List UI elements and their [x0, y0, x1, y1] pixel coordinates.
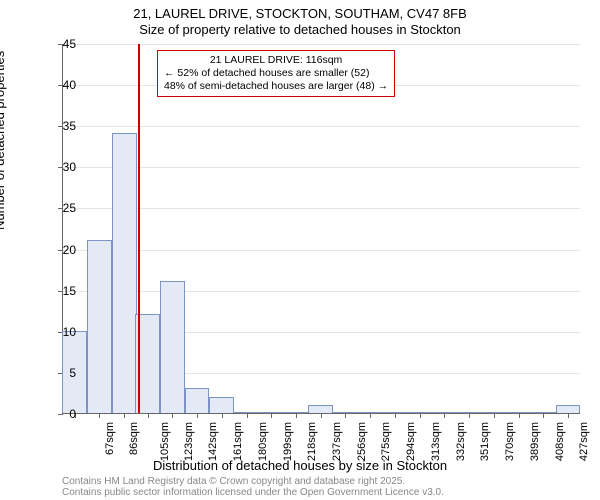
histogram-bar — [308, 405, 333, 413]
callout-line1: 21 LAUREL DRIVE: 116sqm — [164, 54, 388, 67]
xtick-mark — [568, 413, 569, 418]
callout-box: 21 LAUREL DRIVE: 116sqm ← 52% of detache… — [157, 50, 395, 97]
gridline — [63, 44, 580, 45]
ytick-label: 20 — [46, 243, 76, 257]
xtick-mark — [124, 413, 125, 418]
xtick-mark — [494, 413, 495, 418]
xtick-mark — [420, 413, 421, 418]
xtick-mark — [519, 413, 520, 418]
histogram-bar — [160, 281, 185, 413]
footer-attribution: Contains HM Land Registry data © Crown c… — [62, 476, 444, 498]
xtick-label: 199sqm — [282, 422, 294, 461]
xtick-mark — [370, 413, 371, 418]
xtick-mark — [148, 413, 149, 418]
ytick-label: 40 — [46, 78, 76, 92]
histogram-bar — [87, 240, 112, 413]
xtick-mark — [296, 413, 297, 418]
xtick-label: 123sqm — [183, 422, 195, 461]
xtick-label: 142sqm — [207, 422, 219, 461]
ytick-label: 45 — [46, 37, 76, 51]
footer-line1: Contains HM Land Registry data © Crown c… — [62, 476, 444, 487]
ytick-label: 25 — [46, 201, 76, 215]
histogram-bar — [556, 405, 581, 413]
xtick-label: 389sqm — [529, 422, 541, 461]
histogram-bar — [112, 133, 137, 413]
xtick-label: 351sqm — [479, 422, 491, 461]
chart-title-line1: 21, LAUREL DRIVE, STOCKTON, SOUTHAM, CV4… — [0, 6, 600, 21]
histogram-bar — [209, 397, 234, 413]
xtick-mark — [345, 413, 346, 418]
xtick-mark — [247, 413, 248, 418]
footer-line2: Contains public sector information licen… — [62, 487, 444, 498]
xtick-label: 332sqm — [455, 422, 467, 461]
ytick-label: 15 — [46, 284, 76, 298]
gridline — [63, 250, 580, 251]
xtick-label: 256sqm — [356, 422, 368, 461]
xtick-label: 294sqm — [405, 422, 417, 461]
ytick-label: 0 — [46, 407, 76, 421]
gridline — [63, 208, 580, 209]
xtick-mark — [172, 413, 173, 418]
ytick-label: 5 — [46, 366, 76, 380]
gridline — [63, 126, 580, 127]
ytick-label: 30 — [46, 160, 76, 174]
xtick-mark — [543, 413, 544, 418]
ytick-label: 35 — [46, 119, 76, 133]
xtick-label: 105sqm — [159, 422, 171, 461]
ytick-label: 10 — [46, 325, 76, 339]
xtick-label: 180sqm — [257, 422, 269, 461]
xtick-mark — [271, 413, 272, 418]
xtick-label: 408sqm — [554, 422, 566, 461]
callout-line3: 48% of semi-detached houses are larger (… — [164, 80, 388, 93]
xtick-label: 370sqm — [504, 422, 516, 461]
histogram-bar — [185, 388, 210, 413]
xtick-label: 161sqm — [232, 422, 244, 461]
gridline — [63, 291, 580, 292]
xtick-label: 427sqm — [578, 422, 590, 461]
chart-title-line2: Size of property relative to detached ho… — [0, 22, 600, 37]
y-axis-label: Number of detached properties — [0, 51, 7, 230]
gridline — [63, 167, 580, 168]
xtick-mark — [395, 413, 396, 418]
xtick-mark — [321, 413, 322, 418]
xtick-label: 86sqm — [128, 422, 140, 455]
xtick-mark — [99, 413, 100, 418]
xtick-mark — [197, 413, 198, 418]
callout-line2: ← 52% of detached houses are smaller (52… — [164, 67, 388, 80]
xtick-mark — [444, 413, 445, 418]
xtick-label: 313sqm — [430, 422, 442, 461]
xtick-label: 67sqm — [104, 422, 116, 455]
xtick-mark — [222, 413, 223, 418]
reference-line — [138, 44, 140, 413]
plot-area: 21 LAUREL DRIVE: 116sqm ← 52% of detache… — [62, 44, 580, 414]
xtick-label: 237sqm — [331, 422, 343, 461]
xtick-label: 218sqm — [306, 422, 318, 461]
xtick-label: 275sqm — [381, 422, 393, 461]
xtick-mark — [469, 413, 470, 418]
